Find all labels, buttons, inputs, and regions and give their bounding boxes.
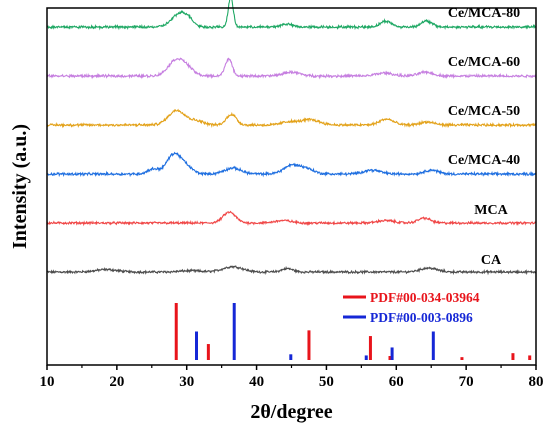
reference-layer [174, 303, 532, 360]
series-label: MCA [474, 203, 508, 218]
series-line-ca [46, 265, 536, 276]
series-layer [46, 0, 537, 276]
x-tick-label: 20 [109, 374, 124, 390]
y-axis-title: Intensity (a.u.) [9, 124, 31, 249]
series-label: Ce/MCA-40 [448, 153, 520, 168]
x-tick-label: 10 [40, 374, 55, 390]
series-label: Ce/MCA-50 [448, 104, 520, 119]
legend-label: PDF#00-003-0896 [370, 310, 473, 325]
x-tick-label: 30 [179, 374, 194, 390]
series-label: Ce/MCA-80 [448, 6, 520, 21]
series-line-ce-mca-50 [46, 108, 537, 129]
x-tick-label: 50 [319, 374, 334, 390]
series-line-ce-mca-40 [46, 151, 537, 178]
series-label: Ce/MCA-60 [448, 55, 520, 70]
series-line-ce-mca-60 [46, 57, 537, 80]
x-tick-label: 70 [459, 374, 474, 390]
legend-label: PDF#00-034-03964 [370, 290, 480, 305]
x-tick-label: 40 [249, 374, 264, 390]
label-layer: CA MCA Ce/MCA-40 Ce/MCA-50 Ce/MCA-60 Ce/MCA-8… [343, 6, 520, 325]
x-axis-title: 2θ/degree [250, 401, 332, 423]
x-tick-label: 60 [389, 374, 404, 390]
x-tick-label: 80 [529, 374, 544, 390]
series-line-ce-mca-80 [46, 0, 537, 31]
axis-layer: 10 20 30 40 50 60 70 80 [40, 365, 544, 390]
series-label: CA [481, 253, 502, 268]
series-line-mca [46, 210, 537, 227]
